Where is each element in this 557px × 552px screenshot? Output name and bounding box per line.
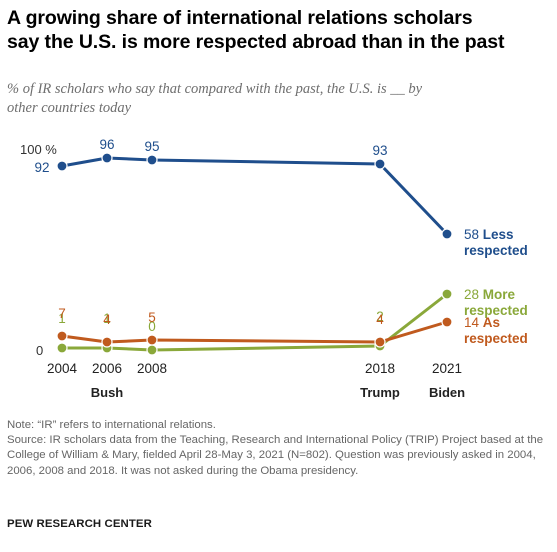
data-label-less-respected-2006: 96 <box>99 137 114 152</box>
brand-label: PEW RESEARCH CENTER <box>7 518 152 530</box>
data-label-less-respected-2018: 93 <box>372 143 387 158</box>
x-tick-2008: 2008 <box>137 361 167 376</box>
x-tick-2021: 2021 <box>432 361 462 376</box>
president-label-biden: Biden <box>429 385 465 400</box>
end-label-line2-more-respected: respected <box>464 303 528 318</box>
chart-subtitle: % of IR scholars who say that compared w… <box>7 81 423 116</box>
data-point-as-respected-2004 <box>56 330 68 342</box>
end-label-as-respected: 14 As <box>464 315 500 330</box>
series-line-less-respected <box>60 156 449 236</box>
chart-notes: Note: “IR” refers to international relat… <box>7 418 552 479</box>
data-point-more-respected-2021 <box>441 288 453 300</box>
data-label-less-respected-2004: 92 <box>34 160 49 175</box>
x-tick-2006: 2006 <box>92 361 122 376</box>
end-label-more-respected: 28 More <box>464 287 516 302</box>
data-point-less-respected-2008 <box>146 154 158 166</box>
note-text: Note: “IR” refers to international relat… <box>7 419 216 431</box>
chart-title: A growing share of international relatio… <box>7 7 505 53</box>
y-axis-bottom-label: 0 <box>36 343 43 358</box>
data-label-less-respected-2008: 95 <box>144 139 159 154</box>
president-label-trump: Trump <box>360 385 400 400</box>
data-point-less-respected-2018 <box>374 158 386 170</box>
data-label-more-respected-2004: 1 <box>58 311 66 326</box>
president-label-bush: Bush <box>91 385 124 400</box>
series-line-as-respected <box>60 320 449 344</box>
data-point-more-respected-2004 <box>56 342 68 354</box>
end-label-line2-less-respected: respected <box>464 243 528 258</box>
data-label-more-respected-2008: 0 <box>148 319 156 334</box>
data-point-as-respected-2008 <box>146 334 158 346</box>
end-label-line2-as-respected: respected <box>464 331 528 346</box>
data-point-less-respected-2006 <box>101 152 113 164</box>
data-label-more-respected-2006: 1 <box>103 311 111 326</box>
data-point-as-respected-2018 <box>374 336 386 348</box>
data-point-as-respected-2006 <box>101 336 113 348</box>
data-point-more-respected-2008 <box>146 344 158 356</box>
data-label-as-respected-2008: 5 <box>148 310 156 325</box>
data-point-less-respected-2021 <box>441 228 453 240</box>
data-point-less-respected-2004 <box>56 160 68 172</box>
data-label-as-respected-2006: 4 <box>103 312 111 327</box>
x-tick-2018: 2018 <box>365 361 395 376</box>
data-label-more-respected-2018: 2 <box>376 309 384 324</box>
x-tick-2004: 2004 <box>47 361 78 376</box>
source-text: Source: IR scholars data from the Teachi… <box>7 434 544 477</box>
data-point-as-respected-2021 <box>441 316 453 328</box>
data-label-as-respected-2004: 7 <box>58 306 66 321</box>
data-label-as-respected-2018: 4 <box>376 312 384 327</box>
y-axis-top-label: 100 % <box>20 142 57 157</box>
end-label-less-respected: 58 Less <box>464 227 514 242</box>
